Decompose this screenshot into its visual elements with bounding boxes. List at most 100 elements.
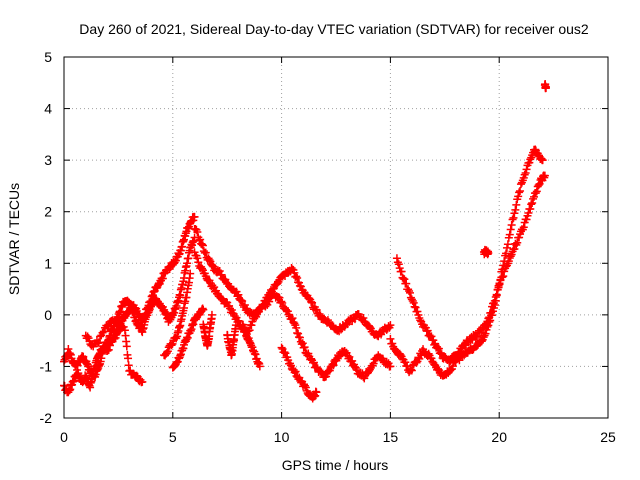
data-point (386, 321, 395, 330)
data-point (386, 362, 395, 371)
y-tick-label: 3 (44, 152, 52, 168)
data-point (359, 313, 368, 322)
data-point (472, 342, 481, 351)
data-point (526, 205, 535, 214)
data-point (415, 354, 424, 363)
series-trace-d (160, 269, 195, 360)
series-trace-m (392, 171, 549, 366)
data-point (273, 279, 282, 288)
data-point (292, 323, 301, 332)
data-point (198, 241, 207, 250)
data-point (485, 313, 494, 322)
data-point (295, 333, 304, 342)
data-point (398, 273, 407, 282)
data-point (502, 249, 511, 258)
data-point (312, 388, 321, 397)
data-point (199, 305, 208, 314)
data-point (126, 366, 135, 375)
data-point (348, 356, 357, 365)
data-point (520, 170, 529, 179)
data-point (308, 298, 317, 307)
y-axis-label: SDTVAR / TECUs (6, 183, 22, 295)
data-point (275, 293, 284, 302)
data-point (307, 297, 316, 306)
data-point (434, 344, 443, 353)
data-point (498, 273, 507, 282)
data-point (445, 357, 454, 366)
data-point (325, 366, 334, 375)
data-point (162, 348, 171, 357)
data-point (482, 319, 491, 328)
data-point (527, 200, 536, 209)
data-point (290, 319, 299, 328)
data-point (392, 254, 401, 263)
plot-frame (63, 56, 609, 419)
series-trace-l (386, 145, 547, 380)
data-point (407, 366, 416, 375)
data-point (234, 290, 243, 299)
data-point (251, 311, 260, 320)
data-point (479, 333, 488, 342)
data-point (288, 314, 297, 323)
data-point (495, 280, 504, 289)
data-point (396, 351, 405, 360)
data-point (513, 238, 522, 247)
data-point (409, 298, 418, 307)
data-point (538, 156, 547, 165)
x-tick-label: 10 (274, 429, 290, 445)
data-point (190, 212, 199, 221)
data-point (369, 359, 378, 368)
data-point (402, 279, 411, 288)
series-outlier (540, 80, 550, 93)
data-point (198, 264, 207, 273)
data-point (530, 192, 539, 201)
data-point (519, 223, 528, 232)
data-point (303, 351, 312, 360)
data-point (278, 299, 287, 308)
data-point (294, 329, 303, 338)
data-point (199, 247, 208, 256)
data-point (499, 272, 508, 281)
data-point (122, 342, 131, 351)
data-point (404, 285, 413, 294)
data-point (425, 331, 434, 340)
y-tick-label: -1 (40, 358, 53, 374)
data-point (163, 347, 172, 356)
data-point (201, 248, 210, 257)
x-tick-label: 25 (600, 429, 616, 445)
data-point (522, 165, 531, 174)
data-point (292, 272, 301, 281)
data-point (138, 377, 147, 386)
data-point (290, 368, 299, 377)
data-point (196, 235, 205, 244)
data-point (265, 297, 274, 306)
data-point (309, 358, 318, 367)
data-point (436, 348, 445, 357)
data-point (186, 269, 195, 278)
data-point (492, 291, 501, 300)
series-trace-c (81, 315, 147, 387)
data-point (365, 365, 374, 374)
data-point (194, 258, 203, 267)
x-tick-labels: 0 5 10 15 20 25 (60, 429, 616, 445)
data-point (487, 308, 496, 317)
y-tick-label: 0 (44, 307, 52, 323)
x-tick-label: 20 (491, 429, 507, 445)
data-point (433, 364, 442, 373)
data-point (452, 352, 461, 361)
data-point (94, 338, 103, 347)
y-tick-label: 5 (44, 49, 52, 65)
data-point (446, 366, 455, 375)
data-point (521, 168, 530, 177)
data-point (400, 275, 409, 284)
data-point (112, 315, 121, 324)
data-point (298, 339, 307, 348)
chart-title: Day 260 of 2021, Sidereal Day-to-day VTE… (79, 21, 589, 37)
data-point (448, 362, 457, 371)
data-point (384, 322, 393, 331)
data-point (477, 328, 486, 337)
data-point (532, 187, 541, 196)
data-point (329, 361, 338, 370)
data-point (522, 215, 531, 224)
data-point (502, 243, 511, 252)
